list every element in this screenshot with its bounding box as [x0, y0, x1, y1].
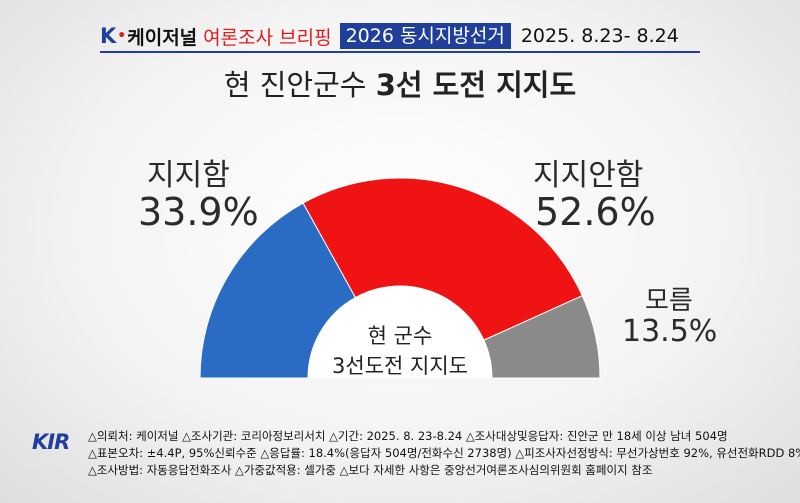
support-name-label: 지지함 [147, 158, 230, 193]
briefing-label: 여론조사 브리핑 [203, 26, 332, 49]
oppose-value-label: 52.6% [535, 190, 656, 234]
footnote-line3: △조사방법: 자동응답전화조사 △가중값적용: 셀가중 △보다 자세한 사항은 … [88, 463, 653, 477]
brand-k: K [100, 24, 117, 48]
title-main: 3선 도전 지지도 [375, 68, 577, 102]
center-label-line2: 3선도전 지지도 [332, 354, 468, 378]
header-divider [100, 51, 700, 53]
election-tag: 2026 동시지방선거 [339, 23, 511, 49]
oppose-segment [302, 177, 583, 341]
brand-dot: • [117, 28, 127, 44]
kir-logo: KIR [32, 430, 70, 454]
survey-footnote: △의뢰처: 케이저널 △조사기관: 코리아정보리서치 △기간: 2025. 8.… [88, 428, 800, 479]
center-label-line1: 현 군수 [367, 324, 433, 348]
survey-date: 2025. 8.23- 8.24 [520, 25, 679, 47]
support-value-label: 33.9% [138, 190, 259, 234]
title-prefix: 현 진안군수 [223, 68, 367, 102]
brand-logo: K • 케이저널 [100, 23, 197, 50]
unknown-value-label: 13.5% [622, 314, 718, 349]
unknown-name-label: 모름 [645, 286, 693, 316]
brand-name: 케이저널 [127, 26, 198, 49]
chart-title: 현 진안군수 3선 도전 지지도 [0, 62, 800, 104]
donut-center-hub [308, 286, 492, 378]
oppose-name-label: 지지안함 [533, 158, 644, 193]
footnote-line1: △의뢰처: 케이저널 △조사기관: 코리아정보리서치 △기간: 2025. 8.… [88, 429, 728, 443]
header-bar: K • 케이저널 여론조사 브리핑 2026 동시지방선거 2025. 8.23… [100, 22, 679, 50]
footnote-line2: △표본오차: ±4.4P, 95%신뢰수준 △응답률: 18.4%(응답자 50… [88, 446, 800, 460]
